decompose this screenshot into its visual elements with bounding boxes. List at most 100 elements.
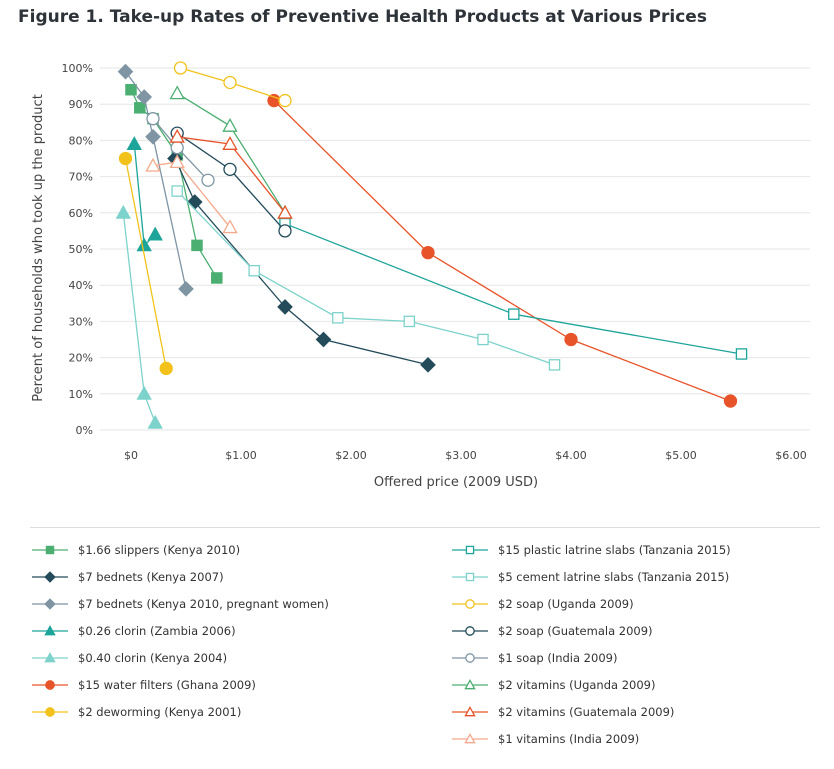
legend-item: $15 plastic latrine slabs (Tanzania 2015… xyxy=(450,536,731,563)
legend-label: $5 cement latrine slabs (Tanzania 2015) xyxy=(498,569,730,584)
x-tick-labels: $0 $1.00 $2.00 $3.00 $4.00 $5.00 $6.00 xyxy=(124,449,807,462)
data-point xyxy=(248,264,260,277)
series-10 xyxy=(170,126,292,238)
legend-item: $1.66 slippers (Kenya 2010) xyxy=(30,536,329,563)
y-axis-label: Percent of households who took up the pr… xyxy=(31,94,46,402)
legend-swatch xyxy=(452,652,488,663)
data-point xyxy=(201,173,215,187)
data-point xyxy=(420,357,436,373)
legend-marker xyxy=(465,598,475,609)
legend-label: $7 bednets (Kenya 2010, pregnant women) xyxy=(78,596,329,611)
data-point xyxy=(223,75,237,90)
data-point xyxy=(477,333,489,346)
data-point xyxy=(222,136,238,150)
y-tick-label: 0% xyxy=(76,424,93,437)
series-11 xyxy=(146,112,215,187)
legend-item: $2 deworming (Kenya 2001) xyxy=(30,698,329,725)
series-line xyxy=(122,212,156,424)
data-point xyxy=(332,312,344,324)
legend-item: $2 soap (Guatemala 2009) xyxy=(450,617,731,644)
y-tick-label: 80% xyxy=(69,134,93,147)
y-tick-label: 60% xyxy=(69,207,93,220)
legend-label: $1.66 slippers (Kenya 2010) xyxy=(78,542,241,557)
legend-label: $15 plastic latrine slabs (Tanzania 2015… xyxy=(498,542,731,557)
y-tick-label: 70% xyxy=(69,171,93,184)
data-point xyxy=(147,226,163,241)
series-6 xyxy=(118,151,173,376)
series-line xyxy=(133,143,156,247)
legend-item: $1 vitamins (India 2009) xyxy=(450,725,731,752)
y-tick-label: 40% xyxy=(69,279,93,292)
legend-marker xyxy=(45,545,55,554)
legend-marker xyxy=(464,705,476,716)
legend-item: $1 soap (India 2009) xyxy=(450,644,731,671)
legend-marker xyxy=(44,597,56,610)
data-point xyxy=(145,157,161,172)
legend-swatch xyxy=(452,732,488,743)
legend-label: $1 soap (India 2009) xyxy=(498,650,618,665)
data-point xyxy=(723,394,738,408)
legend-item: $0.40 clorin (Kenya 2004) xyxy=(30,644,329,671)
legend-marker xyxy=(44,570,56,583)
legend-item: $2 soap (Uganda 2009) xyxy=(450,590,731,617)
data-point xyxy=(178,281,194,297)
legend-label: $2 vitamins (Guatemala 2009) xyxy=(498,704,675,719)
data-point xyxy=(126,136,143,150)
data-point xyxy=(211,272,223,284)
x-tick-label: $4.00 xyxy=(555,449,587,462)
legend-swatch xyxy=(32,706,68,717)
series-line xyxy=(124,158,167,369)
legend-column-right: $15 plastic latrine slabs (Tanzania 2015… xyxy=(450,536,731,752)
data-point xyxy=(146,112,160,126)
legend-marker xyxy=(45,706,55,717)
legend-item: $0.26 clorin (Zambia 2006) xyxy=(30,617,329,644)
series-4 xyxy=(115,204,163,429)
data-point xyxy=(277,299,293,315)
series-7 xyxy=(279,217,748,360)
data-point xyxy=(134,102,146,114)
series-9 xyxy=(173,61,292,108)
legend-swatch xyxy=(32,651,68,662)
legend-marker xyxy=(464,732,476,743)
legend-marker xyxy=(44,651,56,662)
chart-area: 0% 10% 20% 30% 40% 50% 60% 70% 80% 90% 100% $0 $1.0… xyxy=(31,61,810,490)
data-point xyxy=(169,154,185,169)
y-tick-label: 10% xyxy=(69,388,93,401)
y-tick-label: 50% xyxy=(69,243,93,256)
series-14 xyxy=(145,154,238,234)
series-5 xyxy=(267,93,738,408)
legend-swatch xyxy=(452,625,488,636)
data-point xyxy=(170,140,184,155)
legend-marker xyxy=(464,678,476,689)
legend-label: $7 bednets (Kenya 2007) xyxy=(78,569,224,584)
legend-item: $2 vitamins (Uganda 2009) xyxy=(450,671,731,698)
legend-item: $2 vitamins (Guatemala 2009) xyxy=(450,698,731,725)
legend-label: $0.26 clorin (Zambia 2006) xyxy=(78,623,236,638)
data-point xyxy=(169,85,185,100)
data-point xyxy=(147,414,163,429)
legend-item: $15 water filters (Ghana 2009) xyxy=(30,671,329,698)
data-point xyxy=(548,359,561,371)
legend: $1.66 slippers (Kenya 2010) $7 bednets (K… xyxy=(30,527,820,746)
data-point xyxy=(145,128,161,145)
legend-marker xyxy=(465,652,475,663)
legend-marker xyxy=(44,624,56,635)
x-tick-label: $0 xyxy=(124,449,138,462)
legend-item: $5 cement latrine slabs (Tanzania 2015) xyxy=(450,563,731,590)
legend-label: $0.40 clorin (Kenya 2004) xyxy=(78,650,228,665)
legend-item: $7 bednets (Kenya 2010, pregnant women) xyxy=(30,590,329,617)
y-tick-label: 100% xyxy=(62,62,93,75)
legend-swatch xyxy=(452,598,488,609)
legend-marker xyxy=(465,625,475,636)
x-tick-label: $3.00 xyxy=(445,449,477,462)
legend-swatch xyxy=(452,545,488,554)
data-point xyxy=(171,185,183,197)
legend-swatch xyxy=(32,597,68,610)
data-point xyxy=(278,93,292,108)
data-point xyxy=(115,204,132,219)
data-point xyxy=(136,89,153,105)
x-tick-label: $1.00 xyxy=(225,449,257,462)
x-tick-label: $6.00 xyxy=(775,449,807,462)
data-point xyxy=(118,151,133,166)
series-line xyxy=(176,190,555,366)
